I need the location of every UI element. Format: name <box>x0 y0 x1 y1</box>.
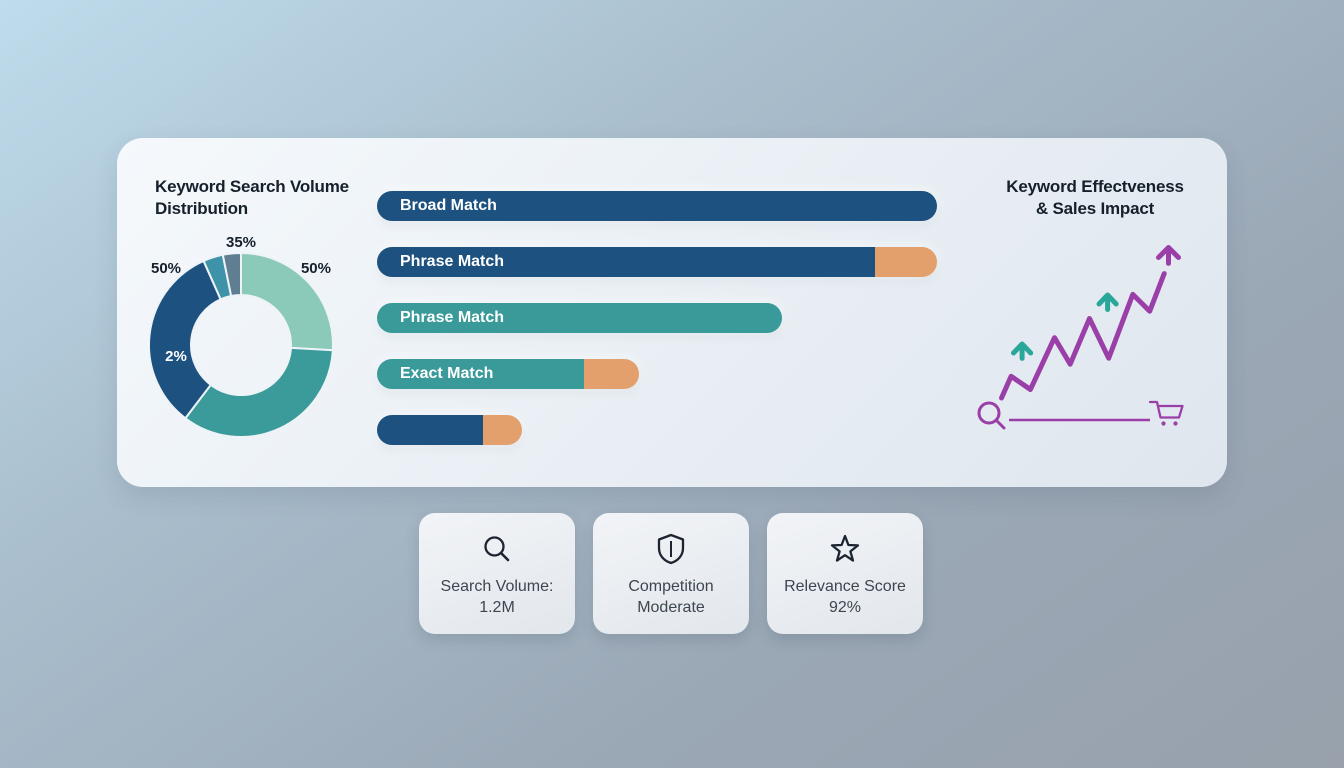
svg-text:35%: 35% <box>226 234 256 251</box>
